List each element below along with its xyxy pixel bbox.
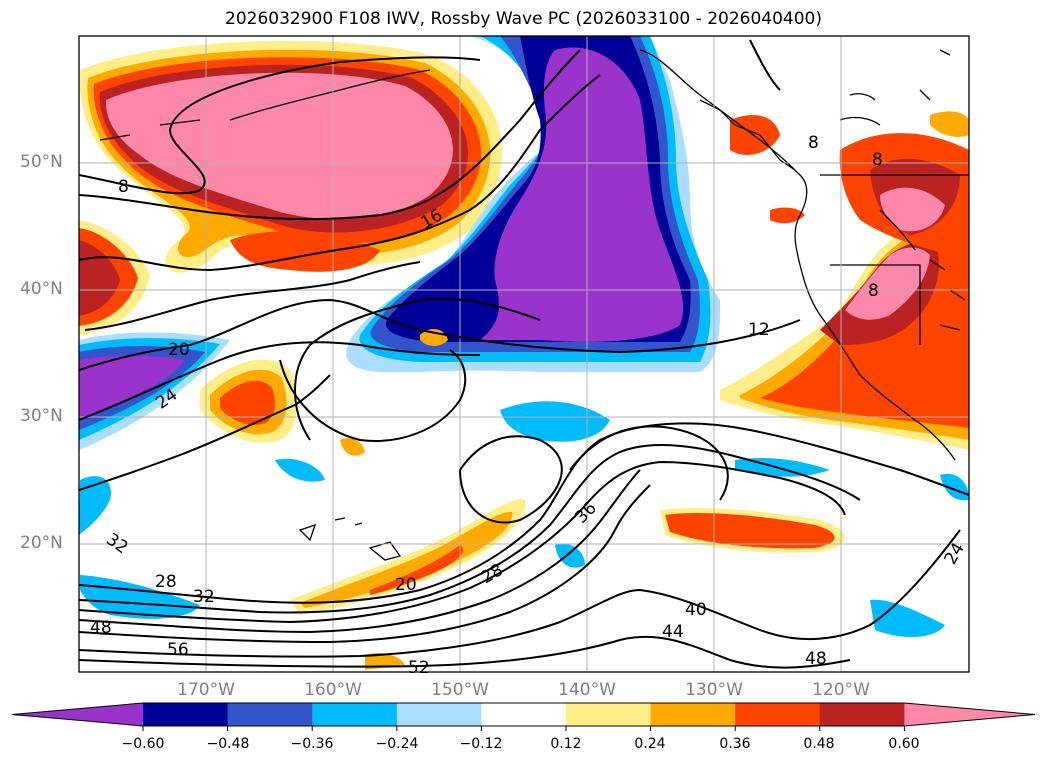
contour-label: 20 xyxy=(168,340,190,360)
lon-label: 170°W xyxy=(177,680,235,700)
lon-label: 120°W xyxy=(812,680,870,700)
colorbar-tick-label: −0.36 xyxy=(290,736,334,752)
contour-label: 20 xyxy=(395,575,417,595)
lon-label: 140°W xyxy=(558,680,616,700)
contour-label: 44 xyxy=(662,622,684,642)
colorbar-swatch xyxy=(227,703,313,726)
contour-label: 56 xyxy=(167,640,189,660)
colorbar-swatch xyxy=(481,703,567,726)
colorbar-swatch xyxy=(312,703,398,726)
contour-label: 52 xyxy=(408,658,430,678)
colorbar-tick-label: −0.60 xyxy=(121,736,165,752)
colorbar-swatch xyxy=(650,703,736,726)
lon-label: 130°W xyxy=(685,680,743,700)
map-title: 2026032900 F108 IWV, Rossby Wave PC (202… xyxy=(225,9,822,29)
anomaly-shading xyxy=(79,36,969,670)
contour-label: 48 xyxy=(805,649,827,669)
colorbar xyxy=(11,702,1036,731)
colorbar-swatch xyxy=(143,703,229,726)
colorbar-tick-label: −0.48 xyxy=(206,736,250,752)
iwv-contours xyxy=(79,39,969,669)
lat-label: 50°N xyxy=(20,152,63,172)
contour-label: 12 xyxy=(748,320,770,340)
contour-label: 40 xyxy=(685,600,707,620)
plot-frame xyxy=(78,35,970,673)
colorbar-swatch xyxy=(819,703,905,726)
lon-label: 150°W xyxy=(431,680,489,700)
colorbar-extend-low xyxy=(12,703,143,726)
colorbar-swatch xyxy=(396,703,482,726)
colorbar-swatch xyxy=(735,703,821,726)
colorbar-swatch xyxy=(566,703,652,726)
colorbar-tick-label: −0.12 xyxy=(459,736,503,752)
colorbar-tick-label: 0.12 xyxy=(550,736,582,752)
contour-label: 32 xyxy=(193,587,215,607)
lat-label: 40°N xyxy=(20,279,63,299)
colorbar-tick-label: −0.24 xyxy=(375,736,419,752)
contour-label: 8 xyxy=(118,177,129,197)
contour-label: 28 xyxy=(155,572,177,592)
lon-label: 160°W xyxy=(304,680,362,700)
colorbar-tick-label: 0.24 xyxy=(634,736,666,752)
colorbar-tick-label: 0.48 xyxy=(803,736,835,752)
lat-label: 30°N xyxy=(20,406,63,426)
colorbar-extend-high xyxy=(904,703,1035,726)
colorbar-tick-label: 0.60 xyxy=(888,736,920,752)
lat-label: 20°N xyxy=(20,533,63,553)
contour-label: 8 xyxy=(872,150,883,170)
contour-label: 8 xyxy=(808,133,819,153)
contour-label: 8 xyxy=(868,281,879,301)
coastline xyxy=(99,49,969,561)
contour-label: 48 xyxy=(90,618,112,638)
colorbar-tick-label: 0.36 xyxy=(719,736,751,752)
